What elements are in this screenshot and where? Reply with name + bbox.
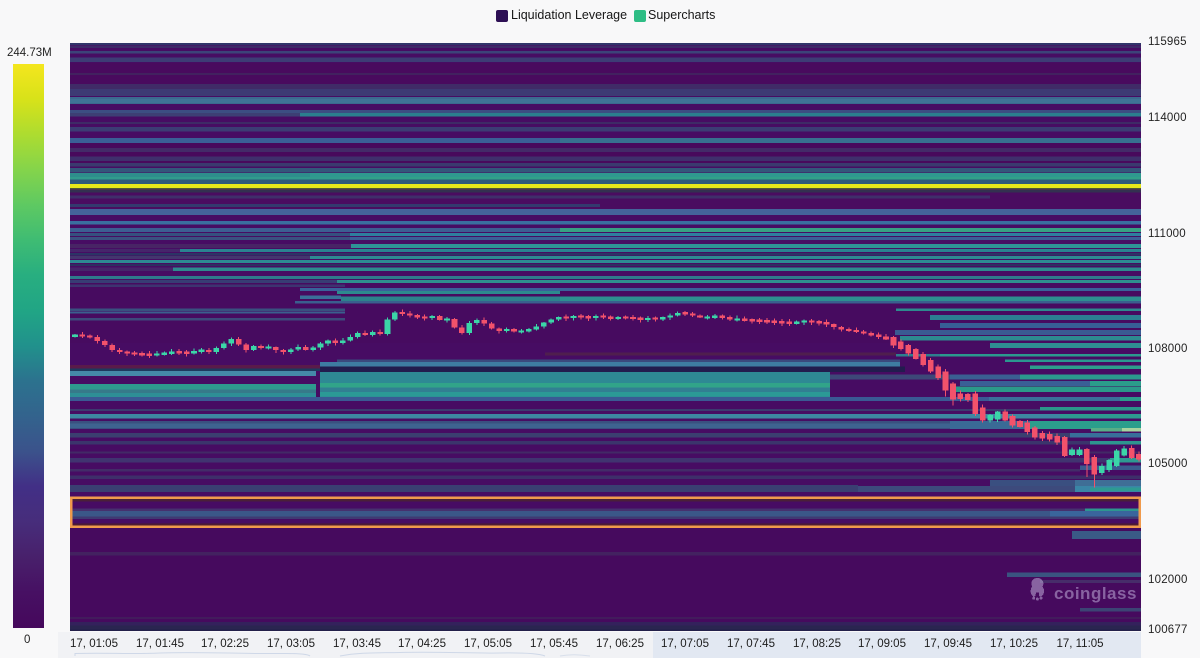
svg-text:coinglass: coinglass	[1054, 584, 1137, 603]
